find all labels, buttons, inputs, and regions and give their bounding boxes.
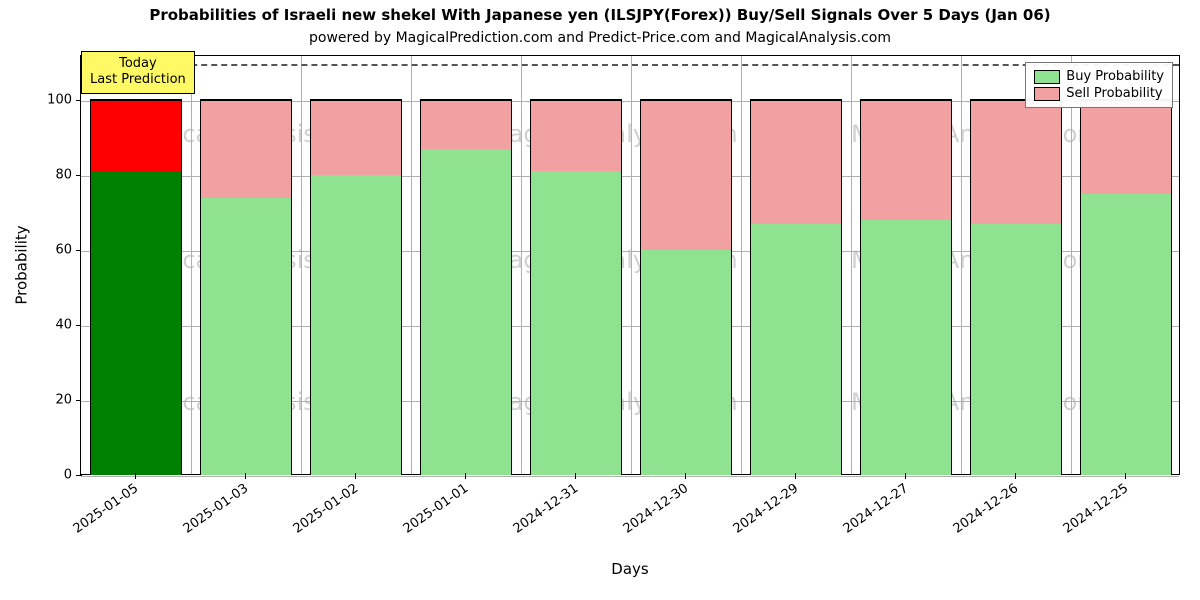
bar-stack — [640, 99, 732, 474]
bar-buy — [421, 149, 511, 475]
x-tick-label: 2024-12-31 — [511, 481, 582, 537]
bar-buy — [971, 224, 1061, 475]
bar-buy — [91, 171, 181, 475]
bar-sell — [641, 100, 731, 250]
x-tick-mark — [685, 473, 686, 479]
bar-stack — [860, 99, 952, 474]
legend: Buy Probability Sell Probability — [1025, 62, 1173, 108]
legend-label: Sell Probability — [1066, 86, 1162, 101]
bar-buy — [861, 220, 951, 475]
bar-buy — [641, 250, 731, 475]
x-tick-label: 2024-12-26 — [951, 481, 1022, 537]
bar-slot — [411, 56, 521, 474]
x-tick-mark — [135, 473, 136, 479]
x-tick-mark — [575, 473, 576, 479]
bar-sell — [421, 100, 511, 149]
x-tick-mark — [905, 473, 906, 479]
legend-swatch — [1034, 87, 1060, 101]
bar-sell — [1081, 100, 1171, 194]
bar-sell — [531, 100, 621, 171]
bar-slot — [191, 56, 301, 474]
bar-stack — [530, 99, 622, 474]
bar-buy — [311, 175, 401, 475]
chart-container: Probabilities of Israeli new shekel With… — [0, 0, 1200, 600]
bar-slot — [961, 56, 1071, 474]
x-tick-label: 2024-12-27 — [841, 481, 912, 537]
bar-sell — [311, 100, 401, 175]
legend-item: Buy Probability — [1034, 69, 1164, 84]
x-tick-label: 2024-12-29 — [731, 481, 802, 537]
legend-item: Sell Probability — [1034, 86, 1164, 101]
bar-stack — [1080, 99, 1172, 474]
bar-sell — [201, 100, 291, 198]
y-tick-label: 100 — [47, 93, 72, 108]
bar-slot — [521, 56, 631, 474]
bar-sell — [91, 100, 181, 171]
today-annotation: Today Last Prediction — [81, 51, 195, 94]
x-axis-ticks: 2025-01-052025-01-032025-01-022025-01-01… — [80, 475, 1180, 565]
plot-area: MagicalAnalysis.comMagicalAnalysis.comMa… — [80, 55, 1180, 475]
x-tick-label: 2025-01-03 — [181, 481, 252, 537]
y-tick-label: 80 — [55, 168, 72, 183]
bar-slot — [631, 56, 741, 474]
legend-label: Buy Probability — [1066, 69, 1164, 84]
x-axis-label: Days — [80, 560, 1180, 578]
x-tick-mark — [245, 473, 246, 479]
bar-buy — [531, 171, 621, 475]
x-tick-label: 2025-01-05 — [71, 481, 142, 537]
bar-sell — [971, 100, 1061, 224]
y-axis-ticks: 020406080100 — [0, 55, 78, 475]
x-tick-label: 2025-01-02 — [291, 481, 362, 537]
bar-stack — [90, 99, 182, 474]
x-tick-mark — [795, 473, 796, 479]
chart-title: Probabilities of Israeli new shekel With… — [0, 6, 1200, 24]
bar-stack — [310, 99, 402, 474]
bar-sell — [751, 100, 841, 224]
bar-buy — [1081, 194, 1171, 475]
x-tick-label: 2025-01-01 — [401, 481, 472, 537]
bar-slot — [851, 56, 961, 474]
x-tick-label: 2024-12-25 — [1061, 481, 1132, 537]
legend-swatch — [1034, 70, 1060, 84]
y-tick-label: 60 — [55, 243, 72, 258]
bars-layer — [81, 56, 1179, 474]
x-tick-mark — [1015, 473, 1016, 479]
bar-slot — [1071, 56, 1181, 474]
bar-buy — [751, 224, 841, 475]
bar-stack — [750, 99, 842, 474]
y-tick-label: 0 — [64, 468, 72, 483]
chart-subtitle: powered by MagicalPrediction.com and Pre… — [0, 30, 1200, 46]
x-tick-mark — [465, 473, 466, 479]
bar-buy — [201, 198, 291, 476]
bar-stack — [420, 99, 512, 474]
y-tick-label: 20 — [55, 393, 72, 408]
bar-slot — [81, 56, 191, 474]
bar-slot — [741, 56, 851, 474]
bar-stack — [200, 99, 292, 474]
x-tick-mark — [1125, 473, 1126, 479]
bar-slot — [301, 56, 411, 474]
x-tick-mark — [355, 473, 356, 479]
y-tick-label: 40 — [55, 318, 72, 333]
bar-sell — [861, 100, 951, 220]
x-tick-label: 2024-12-30 — [621, 481, 692, 537]
bar-stack — [970, 99, 1062, 474]
